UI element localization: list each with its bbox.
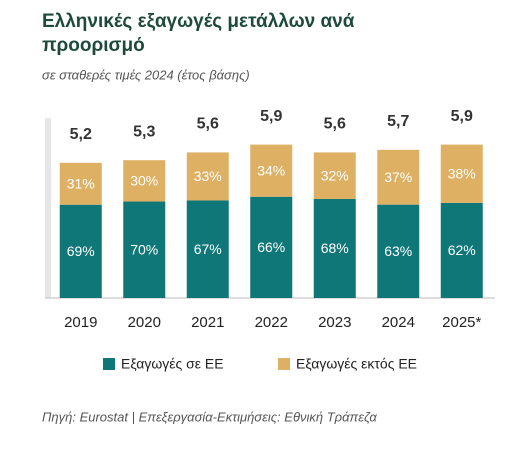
bar-segment — [250, 144, 293, 197]
segment-label: 30% — [130, 173, 158, 189]
segment-label: 67% — [194, 241, 222, 257]
bar-segment — [440, 144, 483, 203]
x-tick-label: 2023 — [318, 314, 351, 331]
segment-label: 37% — [384, 169, 412, 185]
bar-segment — [123, 160, 166, 202]
x-tick-label: 2020 — [128, 314, 161, 331]
source: Πηγή: Eurostat | Επεξεργασία-Εκτιμήσεις:… — [42, 409, 377, 424]
bar-segment — [313, 198, 356, 298]
total-label: 5,7 — [387, 113, 409, 130]
legend-label: Εξαγωγές σε ΕΕ — [121, 356, 224, 372]
bar-segment — [59, 162, 102, 205]
x-tick-label: 2022 — [255, 314, 288, 331]
total-label: 5,9 — [451, 108, 473, 125]
segment-label: 62% — [448, 242, 476, 258]
x-tick-label: 2025* — [442, 314, 481, 331]
total-label: 5,2 — [70, 126, 92, 143]
chart-title-line1: Ελληνικές εξαγωγές μετάλλων ανά προορισμό — [42, 11, 355, 56]
segment-label: 34% — [257, 162, 285, 178]
segment-label: 32% — [321, 167, 349, 183]
x-tick-label: 2021 — [191, 314, 224, 331]
bar-segment — [313, 152, 356, 199]
segment-label: 68% — [321, 240, 349, 256]
chart-subtitle: σε σταθερές τιμές 2024 (έτος βάσης) — [42, 67, 250, 82]
segment-label: 38% — [448, 165, 476, 181]
segment-label: 63% — [384, 243, 412, 259]
bar-segment — [186, 152, 229, 201]
total-label: 5,9 — [260, 108, 282, 125]
bar-segment — [377, 204, 420, 298]
axis-band — [45, 118, 51, 298]
bar-segment — [377, 149, 420, 205]
x-tick-label: 2019 — [64, 314, 97, 331]
bar-segment — [186, 200, 229, 298]
bar-segment — [59, 204, 102, 298]
segment-label: 33% — [194, 168, 222, 184]
x-tick-label: 2024 — [382, 314, 415, 331]
total-label: 5,6 — [324, 116, 346, 133]
total-label: 5,6 — [197, 116, 219, 133]
bar-segment — [123, 201, 166, 298]
segment-label: 69% — [67, 243, 95, 259]
legend-swatch — [103, 358, 115, 370]
total-label: 5,3 — [133, 123, 155, 140]
legend-label: Εξαγωγές εκτός ΕΕ — [296, 356, 417, 372]
bar-segment — [440, 202, 483, 298]
bar-segment — [250, 196, 293, 298]
legend-swatch — [278, 358, 290, 370]
segment-label: 70% — [130, 241, 158, 257]
segment-label: 31% — [67, 175, 95, 191]
segment-label: 66% — [257, 239, 285, 255]
